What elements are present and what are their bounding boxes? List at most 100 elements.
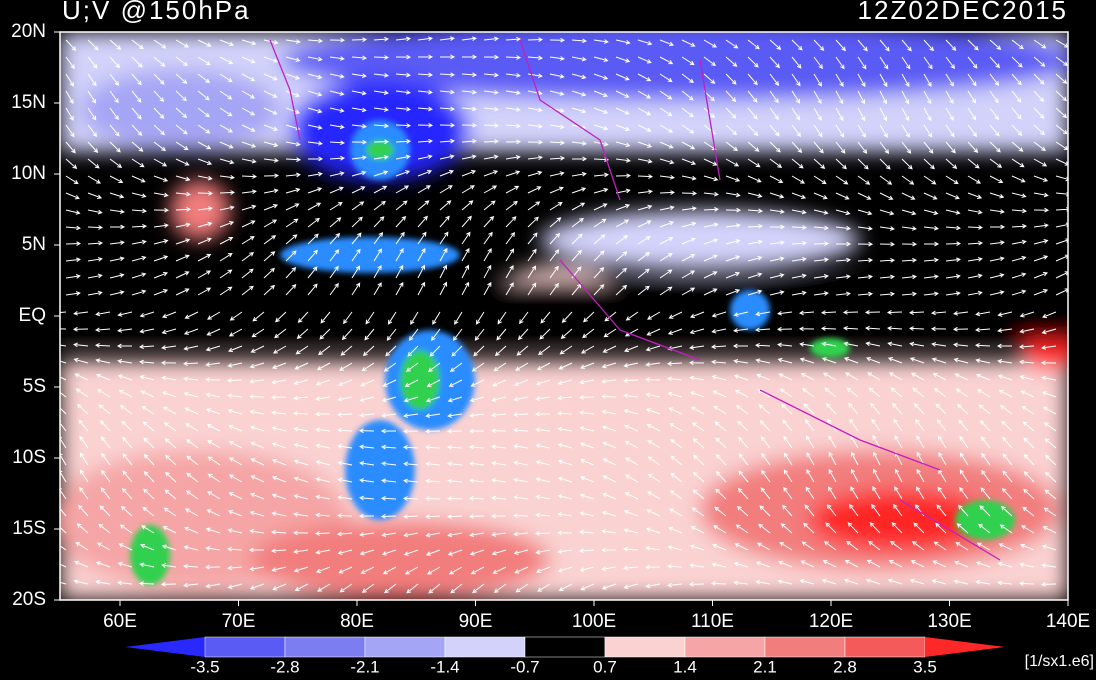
wind-vector bbox=[197, 190, 214, 196]
wind-vector bbox=[602, 458, 617, 466]
wind-vector bbox=[945, 141, 956, 154]
wind-vector bbox=[691, 422, 705, 432]
wind-vector bbox=[915, 418, 925, 432]
wind-vector bbox=[241, 158, 257, 164]
wind-vector bbox=[439, 72, 456, 78]
wind-vector bbox=[711, 562, 727, 568]
wind-vector bbox=[893, 418, 903, 432]
wind-vector bbox=[318, 345, 331, 356]
wind-vector bbox=[513, 495, 529, 500]
wind-vector bbox=[1033, 175, 1049, 182]
wind-vector bbox=[791, 107, 801, 121]
wind-vector bbox=[351, 90, 367, 96]
wind-vector bbox=[549, 282, 559, 296]
wind-vector bbox=[681, 191, 698, 196]
wind-vector bbox=[857, 39, 868, 52]
wind-vector bbox=[505, 185, 520, 194]
wind-vector bbox=[329, 171, 345, 177]
wind-vector bbox=[109, 290, 125, 296]
wind-vector bbox=[535, 396, 551, 402]
wind-vector bbox=[901, 241, 918, 247]
wind-vector bbox=[910, 372, 925, 381]
wind-vector bbox=[703, 39, 718, 48]
wind-vector bbox=[647, 473, 661, 483]
wind-vector bbox=[540, 311, 551, 324]
wind-vector bbox=[241, 252, 255, 262]
wind-vector bbox=[945, 73, 954, 87]
wind-vector bbox=[1019, 375, 1035, 381]
wind-vector bbox=[791, 124, 802, 138]
wind-vector bbox=[182, 563, 199, 569]
wind-vector bbox=[879, 141, 890, 154]
wind-vector bbox=[955, 542, 969, 551]
wind-vector bbox=[879, 124, 888, 138]
wind-vector bbox=[879, 274, 895, 280]
wind-vector bbox=[997, 359, 1013, 364]
wind-vector bbox=[1055, 107, 1068, 119]
wind-vector bbox=[1021, 525, 1035, 534]
wind-vector bbox=[967, 90, 977, 104]
wind-vector bbox=[535, 512, 551, 518]
wind-vector bbox=[1011, 73, 1022, 86]
wind-vector bbox=[777, 342, 793, 348]
wind-vector bbox=[659, 205, 675, 211]
wind-vector bbox=[549, 249, 560, 262]
wind-vector bbox=[395, 139, 412, 144]
wind-vector bbox=[997, 580, 1013, 586]
wind-vector bbox=[549, 217, 562, 228]
wind-vector bbox=[483, 89, 499, 95]
wind-vector bbox=[417, 138, 434, 144]
wind-vector bbox=[527, 139, 544, 145]
wind-vector bbox=[87, 158, 100, 169]
wind-vector bbox=[1033, 223, 1049, 228]
wind-vector bbox=[380, 514, 397, 519]
wind-vector bbox=[615, 56, 631, 63]
wind-vector bbox=[756, 373, 771, 381]
wind-vector bbox=[935, 522, 947, 534]
wind-vector bbox=[872, 486, 881, 500]
wind-vector bbox=[513, 379, 529, 387]
wind-vector bbox=[204, 564, 221, 570]
wind-vector bbox=[923, 124, 933, 138]
wind-vector bbox=[645, 408, 661, 415]
wind-vector bbox=[659, 236, 674, 245]
wind-vector bbox=[380, 495, 397, 501]
wind-vector bbox=[736, 505, 749, 517]
wind-vector bbox=[117, 374, 133, 381]
wind-vector bbox=[263, 173, 280, 179]
wind-vector bbox=[505, 265, 514, 279]
wind-vector bbox=[293, 512, 309, 517]
wind-vector bbox=[933, 541, 947, 551]
wind-vectors bbox=[60, 36, 1068, 594]
wind-vector bbox=[307, 107, 323, 114]
wind-vector bbox=[285, 250, 297, 262]
wind-vector bbox=[1019, 328, 1035, 334]
wind-vector bbox=[734, 389, 749, 398]
wind-vector bbox=[1033, 255, 1049, 262]
wind-vector bbox=[871, 418, 881, 432]
wind-vector bbox=[337, 495, 353, 500]
wind-vector bbox=[474, 328, 485, 341]
wind-vector bbox=[1033, 207, 1050, 213]
wind-vector bbox=[197, 221, 213, 228]
wind-vector bbox=[429, 345, 441, 357]
wind-vector bbox=[205, 546, 221, 551]
wind-vector bbox=[241, 285, 254, 296]
wind-vector bbox=[549, 171, 565, 177]
wind-vector bbox=[637, 90, 652, 99]
colorbar-cell bbox=[284, 636, 366, 658]
wind-vector bbox=[791, 141, 803, 154]
wind-vector bbox=[410, 311, 419, 325]
wind-vector bbox=[821, 341, 837, 347]
wind-vector bbox=[769, 107, 779, 121]
wind-vector bbox=[95, 311, 111, 317]
wind-vector bbox=[571, 90, 587, 97]
wind-vector bbox=[292, 411, 309, 416]
wind-vector bbox=[439, 281, 448, 296]
wind-vector bbox=[448, 379, 463, 387]
wind-vector bbox=[622, 378, 639, 383]
wind-vector bbox=[644, 377, 661, 383]
wind-vector bbox=[307, 124, 323, 130]
wind-vector bbox=[228, 440, 243, 449]
wind-vector bbox=[615, 124, 631, 132]
